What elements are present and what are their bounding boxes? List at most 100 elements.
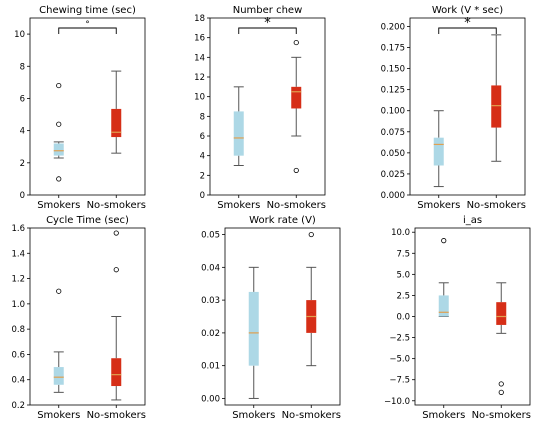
y-tick-label: −5.0 [389,355,410,365]
smokers-outlier-point [441,238,447,244]
smokers-box [53,143,64,156]
y-tick-label: 8 [200,112,205,122]
chart-panel-4: Cycle Time (sec) 0.2 0.4 0.6 0.8 1.0 1.2 1.4 1.6… [11,215,145,421]
y-tick-label: 1.6 [11,224,25,234]
no-smokers-box [491,85,502,128]
y-tick-label: 0.05 [201,231,220,241]
significance-marker: * [464,16,471,31]
y-tick-label: 0.200 [381,22,405,32]
y-tick-label: 0.100 [381,107,405,117]
x-tick-label: No-smokers [87,410,146,421]
y-tick-label: 0.125 [381,86,405,96]
y-tick-label: 0.025 [381,170,405,180]
no-smokers-outlier-point [293,39,299,46]
chart-panel-3: Work (V * sec) 0.000 0.025 0.050 0.075 0.100 0… [381,5,526,211]
x-tick-label: Smokers [422,410,465,421]
plot-frame [29,17,146,196]
y-tick-label: 6 [200,132,205,142]
plot-frame [224,227,341,406]
y-tick-label: 4 [20,127,25,137]
y-tick-label: 12 [194,73,205,83]
chart-panel-1: Chewing time (sec) 0 2 4 6 8 10 Smokers No-smoke… [14,5,146,211]
y-tick-label: 10.0 [391,228,410,238]
y-tick-label: 14 [194,53,205,63]
smokers-box [438,295,449,317]
no-smokers-outlier-point [293,167,299,174]
y-tick-label: 2 [20,159,25,169]
x-tick-label: No-smokers [267,200,326,211]
no-smokers-outlier-point [498,389,504,395]
y-tick-label: 7.5 [396,249,410,259]
plot-frame [414,227,531,406]
x-tick-label: Smokers [37,200,80,211]
chart-title: i_as [463,215,482,226]
no-smokers-box [291,86,302,109]
x-tick-label: Smokers [217,200,260,211]
no-smokers-outlier-point [113,267,119,273]
y-tick-label: 0.00 [201,394,220,404]
x-tick-label: No-smokers [467,200,526,211]
significance-marker: * [264,16,271,31]
x-tick-label: No-smokers [87,200,146,211]
significance-bracket [438,27,497,34]
y-tick-label: 0.150 [381,65,405,75]
chart-panel-2: Number chew 0 2 4 6 8 10 12 14 16 18 Smokers No-smok… [194,5,326,211]
x-tick-label: No-smokers [282,410,341,421]
smokers-outlier-point [56,121,62,127]
plot-frame [29,227,146,406]
y-tick-label: 0.175 [381,44,405,54]
y-tick-label: 16 [194,34,205,44]
y-tick-label: 0.075 [381,128,405,138]
smokers-outlier-point [56,82,62,89]
y-tick-label: −10.0 [384,397,410,407]
x-tick-label: Smokers [232,410,275,421]
x-tick-label: Smokers [37,410,80,421]
chart-panel-5: Work rate (V) 0.00 0.01 0.02 0.03 0.04 0.05 Smo… [201,215,341,421]
y-tick-label: 2.5 [396,291,410,301]
y-tick-label: 0.2 [11,401,25,411]
y-tick-label: 0.6 [11,350,25,360]
y-tick-label: 0.4 [11,376,25,386]
chart-title: Work rate (V) [249,215,316,226]
chart-title: Number chew [233,5,303,16]
no-smokers-outlier-point [498,381,504,387]
y-tick-label: 1.2 [11,275,25,285]
y-tick-label: 6 [20,94,25,104]
y-tick-label: 0.04 [201,263,220,273]
y-tick-label: −7.5 [389,376,410,386]
plot-frame [409,17,526,196]
no-smokers-box [111,358,122,387]
y-tick-label: 4 [200,152,205,162]
smokers-box [53,367,64,385]
y-tick-label: 1.0 [11,300,25,310]
no-smokers-box [496,302,507,325]
no-smokers-outlier-point [308,231,314,238]
y-tick-label: 0.8 [11,325,25,335]
y-tick-label: 0.01 [201,362,220,372]
y-tick-label: 0.050 [381,149,405,159]
no-smokers-outlier-point [113,230,119,236]
chart-panel-6: i_as −10.0 −7.5 −5.0 −2.5 0.0 2.5 5.0 7.5 10.0 Smo… [384,215,531,421]
chart-title: Cycle Time (sec) [46,215,129,226]
y-tick-label: 0 [200,191,205,201]
no-smokers-box [111,108,122,138]
x-tick-label: No-smokers [472,410,531,421]
smokers-outlier-point [56,176,62,182]
smokers-box [248,291,259,366]
plot-frame [209,17,326,196]
significance-bracket [238,27,297,34]
chart-title: Chewing time (sec) [39,5,136,16]
y-tick-label: 8 [20,62,25,72]
smokers-outlier-point [56,288,62,294]
significance-bracket [58,27,117,34]
y-tick-label: −2.5 [389,334,410,344]
y-tick-label: 0 [20,191,25,201]
significance-marker: ° [85,20,90,30]
x-tick-label: Smokers [417,200,460,211]
y-tick-label: 1.4 [11,249,25,259]
y-tick-label: 18 [194,14,205,24]
y-tick-label: 5.0 [396,270,410,280]
y-tick-label: 0.0 [396,313,410,323]
y-tick-label: 10 [194,93,205,103]
